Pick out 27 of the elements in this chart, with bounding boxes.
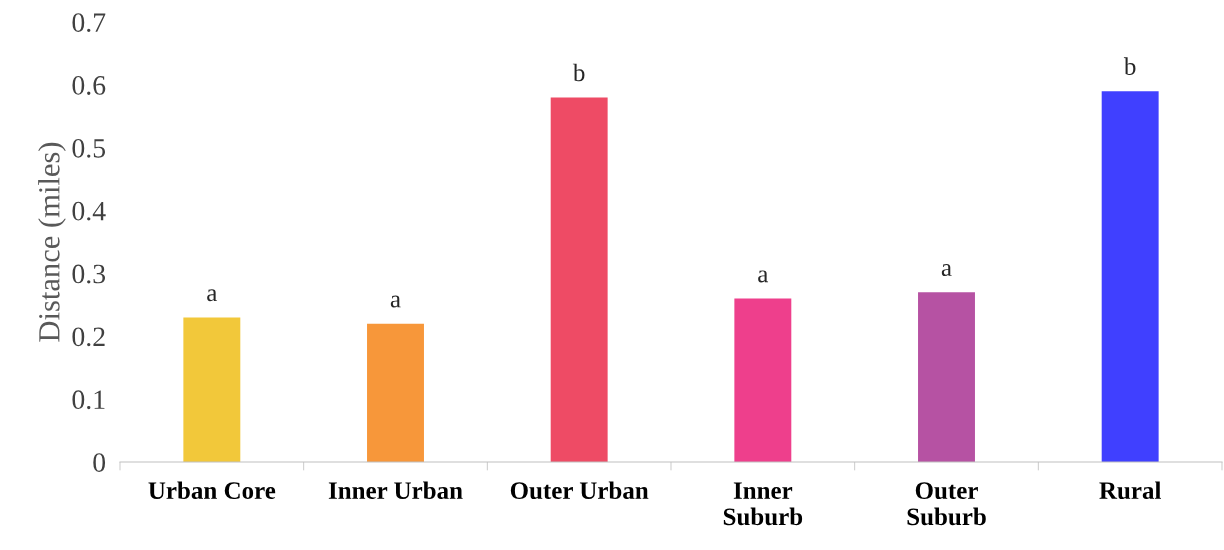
annotation: a bbox=[758, 270, 769, 283]
bar bbox=[918, 292, 975, 462]
y-tick-label: 0.6 bbox=[72, 76, 106, 95]
annotation: b bbox=[1123, 57, 1136, 75]
bar bbox=[1101, 91, 1159, 462]
bar bbox=[367, 323, 424, 462]
y-tick-label: 0.1 bbox=[72, 390, 105, 410]
bar bbox=[734, 298, 792, 462]
x-tick-label: Inner Urban bbox=[328, 481, 463, 500]
y-tick-label: 0.4 bbox=[72, 201, 106, 221]
y-axis-title: Distance (miles) bbox=[38, 142, 66, 342]
x-tick-label: Outer Suburb bbox=[907, 482, 986, 526]
y-tick-label: 0 bbox=[93, 453, 106, 472]
annotation: a bbox=[390, 295, 401, 308]
x-tick-label: Outer Urban bbox=[510, 481, 649, 500]
y-tick-label: 0.7 bbox=[72, 13, 106, 33]
y-tick-label: 0.5 bbox=[72, 138, 106, 158]
x-tick-label: Inner Suburb bbox=[723, 482, 803, 526]
annotation: a bbox=[941, 264, 952, 277]
x-tick-label: Rural bbox=[1099, 481, 1161, 500]
annotation: a bbox=[207, 289, 218, 302]
y-tick-label: 0.2 bbox=[72, 327, 105, 347]
bar bbox=[550, 97, 608, 462]
y-tick-label: 0.3 bbox=[72, 264, 106, 284]
bar bbox=[183, 317, 241, 462]
x-tick-label: Urban Core bbox=[148, 481, 276, 500]
annotation: b bbox=[572, 63, 585, 82]
